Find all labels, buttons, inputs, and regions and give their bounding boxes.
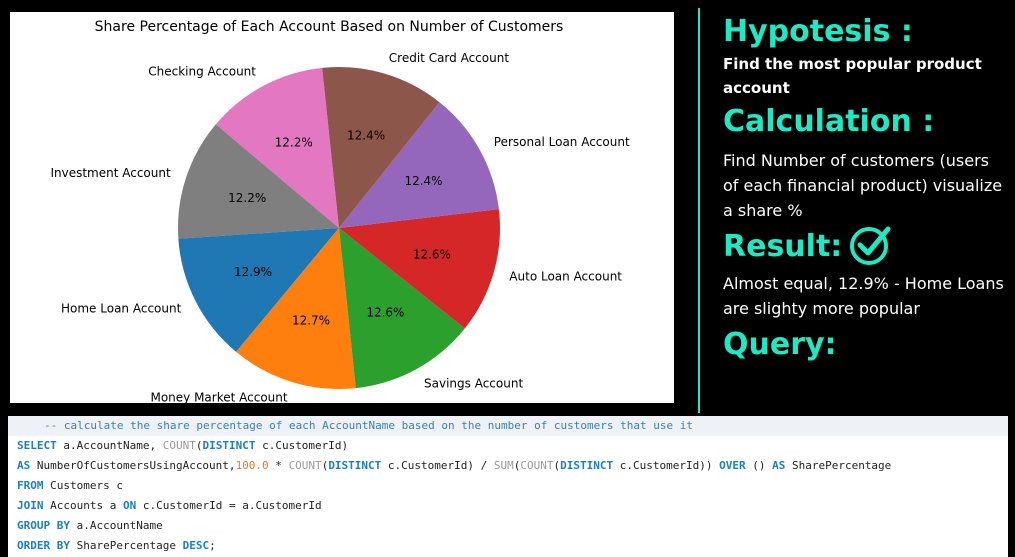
code-token: SharePercentage <box>69 539 183 552</box>
code-token: c.CustomerId = a.CustomerId <box>136 499 322 512</box>
code-token: DISTINCT <box>202 439 256 452</box>
code-token: * <box>268 459 289 472</box>
code-token: ( <box>553 459 561 472</box>
code-token: a.AccountName, <box>56 439 163 452</box>
code-token: SUM <box>493 459 514 472</box>
result-heading-row: Result: <box>723 223 1008 271</box>
code-token: c.CustomerId)) <box>613 459 720 472</box>
pie-chart-panel: Share Percentage of Each Account Based o… <box>10 12 674 403</box>
findings-panel: Hypotesis : Find the most popular produc… <box>723 12 1008 365</box>
pie-slice-money-market-account <box>236 228 356 390</box>
pie-category-label: Checking Account <box>148 65 256 79</box>
chart-title: Share Percentage of Each Account Based o… <box>95 19 564 35</box>
pie-slice-checking-account <box>215 67 339 228</box>
code-token: NumberOfCustomersUsingAccount, <box>30 459 236 472</box>
result-heading: Result: <box>723 229 843 264</box>
pie-category-label: Home Loan Account <box>61 302 182 316</box>
code-token: DISTINCT <box>560 459 614 472</box>
pie-percentage-label: 12.2% <box>228 191 266 205</box>
code-token: AS <box>772 459 786 472</box>
code-token: GROUP BY <box>17 519 70 532</box>
code-token: Accounts a <box>43 499 123 512</box>
code-token: () <box>745 459 773 472</box>
pie-slice-home-loan-account <box>178 228 339 352</box>
code-token: 100.0 <box>235 459 269 472</box>
pie-category-label: Money Market Account <box>150 391 287 404</box>
hypothesis-text: Find the most popular product account <box>723 55 982 97</box>
code-token: COUNT <box>288 459 322 472</box>
pie-category-label: Savings Account <box>424 376 523 390</box>
code-token: Customers c <box>43 479 123 492</box>
code-token: ( <box>513 459 521 472</box>
pie-category-label: Credit Card Account <box>389 51 510 65</box>
code-token: c.CustomerId) <box>255 439 349 452</box>
code-token: DISTINCT <box>328 459 382 472</box>
check-circle-icon <box>848 223 892 271</box>
code-token: COUNT <box>520 459 554 472</box>
pie-category-label: Personal Loan Account <box>494 135 630 149</box>
pie-slice-investment-account <box>177 124 339 239</box>
code-token: ( <box>321 459 329 472</box>
code-token: AS <box>17 459 31 472</box>
pie-percentage-label: 12.4% <box>347 128 385 142</box>
code-token: -- calculate the share percentage of eac… <box>44 419 694 432</box>
pie-chart: Share Percentage of Each Account Based o… <box>50 19 630 404</box>
query-heading: Query: <box>723 327 837 362</box>
code-token: COUNT <box>162 439 196 452</box>
hypothesis-heading: Hypotesis : <box>723 14 913 49</box>
code-line-5: GROUP BY a.AccountName <box>8 516 1008 536</box>
pie-percentage-label: 12.9% <box>234 265 272 279</box>
code-line-4: JOIN Accounts a ON c.CustomerId = a.Cust… <box>8 496 1008 516</box>
sql-query-code: -- calculate the share percentage of eac… <box>8 416 1008 557</box>
pie-slice-credit-card-account <box>322 66 440 229</box>
pie-category-label: Investment Account <box>50 166 171 180</box>
code-line-1: SELECT a.AccountName, COUNT(DISTINCT c.C… <box>8 436 1008 456</box>
code-token: ORDER BY <box>17 539 70 552</box>
code-token: DESC <box>182 539 210 552</box>
code-line-3: FROM Customers c <box>8 476 1008 496</box>
pie-percentage-label: 12.2% <box>275 136 313 150</box>
code-token: FROM <box>17 479 44 492</box>
pie-percentage-label: 12.6% <box>413 248 451 262</box>
calculation-heading: Calculation : <box>723 104 935 139</box>
calculation-text: Find Number of customers (users of each … <box>723 151 1003 220</box>
pie-percentage-label: 12.4% <box>404 174 442 188</box>
pie-percentage-label: 12.7% <box>292 313 330 327</box>
pie-category-label: Auto Loan Account <box>509 270 622 284</box>
code-line-2: AS NumberOfCustomersUsingAccount,100.0 *… <box>8 456 1008 476</box>
pie-percentage-label: 12.6% <box>366 306 404 320</box>
result-text: Almost equal, 12.9% - Home Loans are sli… <box>723 274 1004 318</box>
code-line-6: ORDER BY SharePercentage DESC; <box>8 536 1008 556</box>
pie-slice-personal-loan-account <box>339 102 499 228</box>
code-token: a.AccountName <box>69 519 163 532</box>
code-token: ; <box>209 539 216 552</box>
code-token: ON <box>122 499 137 512</box>
pie-slice-savings-account <box>339 228 465 389</box>
vertical-divider <box>698 8 700 413</box>
code-token: SELECT <box>17 439 57 452</box>
code-token: c.CustomerId) / <box>381 459 494 472</box>
code-token: ( <box>195 439 203 452</box>
code-token: JOIN <box>17 499 44 512</box>
code-token: SharePercentage <box>785 459 892 472</box>
pie-slice-auto-loan-account <box>339 209 500 329</box>
code-token: OVER <box>719 459 746 472</box>
code-comment: -- calculate the share percentage of eac… <box>8 416 1008 436</box>
